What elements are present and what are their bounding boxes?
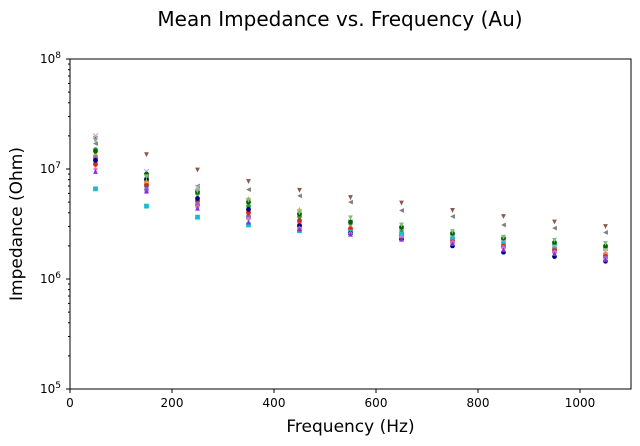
data-point [144,203,149,209]
data-point [246,219,251,225]
data-point [195,188,200,194]
data-point [246,179,251,184]
data-point [93,148,98,154]
data-points [92,133,609,264]
y-tick-label: 107 [40,161,61,176]
data-point [144,188,149,194]
data-point [603,224,608,229]
data-point [195,205,200,211]
data-point [195,214,200,220]
data-point [195,167,200,173]
data-point [501,247,506,253]
data-point [297,210,302,216]
data-point [399,231,404,237]
data-point [93,166,98,172]
data-point [246,216,251,222]
data-point [93,138,98,144]
data-point [552,237,557,243]
data-point [603,241,608,246]
data-point [195,201,200,207]
data-point [552,219,557,225]
y-tick-base: 10 [40,382,55,396]
x-tick-label: 400 [263,396,286,410]
y-tick-exponent: 6 [55,271,61,281]
data-point [92,133,99,139]
y-tick-label: 105 [40,381,61,396]
data-point [93,169,98,174]
data-point [297,218,302,223]
data-point [297,223,302,229]
data-point [501,214,506,219]
data-point [450,208,455,213]
data-point [348,231,353,237]
x-tick-label: 1000 [565,396,596,410]
data-point [552,251,557,257]
data-point [246,206,251,212]
data-point [348,195,353,200]
data-point [348,215,353,221]
y-tick-exponent: 7 [55,161,61,171]
x-axis: 0 200 400 600 800 1000 [66,389,595,410]
data-point [399,222,404,228]
data-point [450,234,455,240]
data-point [144,178,149,184]
data-point [501,222,506,228]
y-tick-base: 10 [40,272,55,286]
x-tick-label: 200 [161,396,184,410]
data-point [603,230,608,235]
y-tick-exponent: 5 [55,381,61,391]
data-point [297,226,302,232]
data-point [399,236,404,242]
data-point [144,182,149,188]
data-point [195,196,200,201]
data-point [93,157,98,163]
data-point [246,210,251,216]
data-point [144,174,149,180]
data-point [501,234,506,240]
data-point [246,222,251,228]
y-tick-exponent: 8 [55,51,61,61]
data-point [450,229,455,234]
chart-title: Mean Impedance vs. Frequency (Au) [157,7,522,31]
data-point [297,193,302,199]
data-point [246,187,251,192]
y-axis-label: Impedance (Ohm) [7,147,27,301]
y-tick-base: 10 [40,52,55,66]
data-point [195,183,200,189]
plot-area [69,58,632,390]
data-point [348,199,353,205]
data-point [552,225,557,231]
data-point [348,219,353,225]
x-axis-label: Frequency (Hz) [286,417,414,437]
data-point [93,162,98,167]
data-point [602,248,609,254]
data-point [603,257,608,263]
data-point [450,241,455,246]
data-point [450,214,455,219]
data-point [93,141,98,147]
y-tick-label: 108 [40,51,61,66]
data-point [93,186,98,192]
x-tick-label: 800 [467,396,490,410]
y-tick-base: 10 [40,162,55,176]
data-point [399,200,404,206]
x-tick-label: 600 [365,396,388,410]
y-tick-label: 106 [40,271,61,286]
x-tick-label: 0 [66,396,74,410]
data-point [297,187,302,193]
data-point [144,152,149,158]
data-point [246,197,251,203]
data-point [399,208,404,213]
